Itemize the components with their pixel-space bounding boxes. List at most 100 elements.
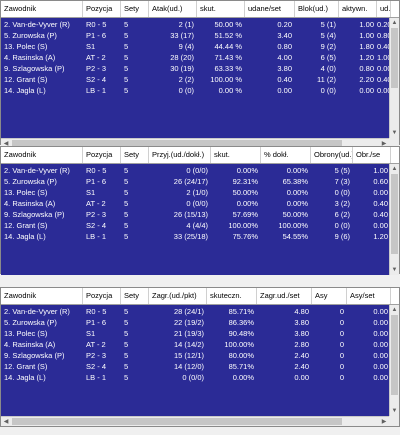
vertical-scroll-thumb[interactable]	[391, 174, 398, 254]
table-cell: 0.80	[377, 31, 391, 40]
table-cell: 7 (3)	[334, 177, 350, 186]
column-header-4[interactable]: skuteczn.	[207, 288, 257, 304]
table-row[interactable]: 9. Szlagowska (P) P2 - 3 5 30 (19) 63.33 % 3.…	[1, 63, 391, 74]
table-cell: 13. Polec (S)	[4, 42, 48, 51]
table-row[interactable]: 14. Jagla (L) LB - 1 5 0 (0) 0.00 % 0.00 0 (0)…	[1, 85, 391, 96]
table-cell: 5	[124, 362, 129, 371]
table-row[interactable]: 14. Jagla (L) LB - 1 5 0 (0/0) 0.00% 0.00 0 0.0…	[1, 372, 391, 383]
table-cell: 5	[124, 86, 129, 95]
table-row[interactable]: 4. Rasinska (A) AT - 2 5 14 (14/2) 100.00% 2.…	[1, 339, 391, 350]
table-row[interactable]: 5. Zurowska (P) P1 - 6 5 22 (19/2) 86.36% 3.8…	[1, 317, 391, 328]
scroll-left-arrow-icon[interactable]: ◀	[3, 141, 9, 147]
table-row[interactable]: 12. Grant (S) S2 - 4 5 14 (12/0) 85.71% 2.40 0…	[1, 361, 391, 372]
table-cell: 0.00%	[286, 188, 308, 197]
scroll-up-arrow-icon[interactable]: ▲	[391, 166, 398, 172]
table-cell: 2. Van-de-Vyver (R)	[4, 307, 70, 316]
column-header-3[interactable]: Atak(ud.)	[149, 1, 197, 17]
column-header-4[interactable]: skut.	[197, 1, 245, 17]
table-cell: 0	[339, 340, 344, 349]
table-row[interactable]: 12. Grant (S) S2 - 4 5 2 (2) 100.00 % 0.40 11 …	[1, 74, 391, 85]
column-header-1[interactable]: Pozycja	[83, 288, 121, 304]
table-cell: 5	[124, 53, 129, 62]
column-header-3[interactable]: Zagr.(ud./pkt)	[149, 288, 207, 304]
table-row[interactable]: 9. Szlagowska (P) P2 - 3 5 15 (12/1) 80.00% 2…	[1, 350, 391, 361]
table-cell: 0.00	[373, 188, 388, 197]
scroll-right-arrow-icon[interactable]: ▶	[381, 141, 387, 147]
table-cell: 5 (1)	[320, 20, 336, 29]
table-cell: 92.31%	[232, 177, 258, 186]
table-cell: 1.00	[359, 31, 374, 40]
column-header-6[interactable]: Blok(ud.)	[295, 1, 339, 17]
scroll-down-arrow-icon[interactable]: ▼	[391, 408, 398, 414]
table-row[interactable]: 2. Van-de-Vyver (R) R0 - 5 5 0 (0/0) 0.00% 0.…	[1, 165, 391, 176]
horizontal-scrollbar[interactable]: ◀ ▶	[1, 138, 389, 148]
column-header-4[interactable]: skut.	[211, 147, 261, 163]
table-cell: P1 - 6	[86, 177, 107, 186]
column-header-3[interactable]: Przyj.(ud./dokł.)	[149, 147, 211, 163]
table-cell: 0.80	[359, 64, 374, 73]
table-cell: 4 (4/4)	[186, 221, 208, 230]
table-cell: P2 - 3	[86, 351, 107, 360]
vertical-scroll-thumb[interactable]	[391, 28, 398, 88]
column-header-2[interactable]: Sety	[121, 288, 149, 304]
column-header-0[interactable]: Zawodnik	[1, 1, 83, 17]
table-row[interactable]: 14. Jagla (L) LB - 1 5 33 (25/18) 75.76% 54.5…	[1, 231, 391, 242]
column-header-2[interactable]: Sety	[121, 1, 149, 17]
table-row[interactable]: 4. Rasinska (A) AT - 2 5 28 (20) 71.43 % 4.00…	[1, 52, 391, 63]
table-cell: 22 (19/2)	[173, 318, 204, 327]
column-header-2[interactable]: Sety	[121, 147, 149, 163]
column-header-7[interactable]: Obr./se	[353, 147, 391, 163]
column-header-6[interactable]: Asy	[312, 288, 347, 304]
table-row[interactable]: 4. Rasinska (A) AT - 2 5 0 (0/0) 0.00% 0.00% 3…	[1, 198, 391, 209]
column-header-6[interactable]: Obrony(ud.)	[311, 147, 353, 163]
table-row[interactable]: 2. Van-de-Vyver (R) R0 - 5 5 28 (24/1) 85.71…	[1, 306, 391, 317]
table-cell: 90.48%	[228, 329, 254, 338]
table-row[interactable]: 2. Van-de-Vyver (R) R0 - 5 5 2 (1) 50.00 % 0.…	[1, 19, 391, 30]
table-row[interactable]: 5. Zurowska (P) P1 - 6 5 26 (24/17) 92.31% 65…	[1, 176, 391, 187]
table-row[interactable]: 12. Grant (S) S2 - 4 5 4 (4/4) 100.00% 100.00…	[1, 220, 391, 231]
table-cell: 1.00	[359, 20, 374, 29]
column-header-5[interactable]: % dokł.	[261, 147, 311, 163]
table-cell: 0.00	[294, 373, 309, 382]
table-cell: 5	[124, 373, 129, 382]
vertical-scrollbar[interactable]: ▲ ▼	[389, 164, 399, 275]
horizontal-scrollbar[interactable]: ◀ ▶	[1, 416, 389, 426]
column-header-1[interactable]: Pozycja	[83, 1, 121, 17]
reception-defense-stats-table: Zawodnik Pozycja Sety Przyj.(ud./dokł.) skut…	[0, 146, 400, 275]
scroll-down-arrow-icon[interactable]: ▼	[391, 267, 398, 273]
column-header-8[interactable]: ud./se	[377, 1, 391, 17]
table-cell: 5. Zurowska (P)	[4, 31, 57, 40]
table-cell: 44.44 %	[214, 42, 242, 51]
table-cell: AT - 2	[86, 199, 106, 208]
table-cell: 4.80	[294, 307, 309, 316]
table-row[interactable]: 9. Szlagowska (P) P2 - 3 5 26 (15/13) 57.69%…	[1, 209, 391, 220]
scroll-up-arrow-icon[interactable]: ▲	[391, 307, 398, 313]
column-header-0[interactable]: Zawodnik	[1, 288, 83, 304]
horizontal-scroll-thumb[interactable]	[12, 418, 342, 425]
vertical-scroll-thumb[interactable]	[391, 315, 398, 395]
horizontal-scroll-thumb[interactable]	[12, 140, 342, 147]
column-header-7[interactable]: aktywn.	[339, 1, 377, 17]
table-cell: P1 - 6	[86, 31, 107, 40]
scroll-down-arrow-icon[interactable]: ▼	[391, 130, 398, 136]
column-header-5[interactable]: udane/set	[245, 1, 295, 17]
column-header-5[interactable]: Zagr.ud./set	[257, 288, 312, 304]
table-cell: 0	[339, 318, 344, 327]
table-row[interactable]: 5. Zurowska (P) P1 - 6 5 33 (17) 51.52 % 3.40…	[1, 30, 391, 41]
vertical-scrollbar[interactable]: ▲ ▼	[389, 18, 399, 138]
table-cell: 5	[124, 177, 129, 186]
table-cell: S2 - 4	[86, 362, 107, 371]
column-header-0[interactable]: Zawodnik	[1, 147, 83, 163]
scroll-right-arrow-icon[interactable]: ▶	[381, 419, 387, 425]
table-row[interactable]: 13. Polec (S) S1 5 9 (4) 44.44 % 0.80 9 (2) 1.8…	[1, 41, 391, 52]
table-row[interactable]: 13. Polec (S) S1 5 2 (1/0) 50.00% 0.00% 0 (0) 0…	[1, 187, 391, 198]
vertical-scrollbar[interactable]: ▲ ▼	[389, 305, 399, 416]
table-row[interactable]: 13. Polec (S) S1 5 21 (19/3) 90.48% 3.80 0 0.00	[1, 328, 391, 339]
column-header-7[interactable]: Asy/set	[347, 288, 391, 304]
scroll-left-arrow-icon[interactable]: ◀	[3, 419, 9, 425]
table-cell: 0.20	[377, 20, 391, 29]
scroll-up-arrow-icon[interactable]: ▲	[391, 20, 398, 26]
column-header-1[interactable]: Pozycja	[83, 147, 121, 163]
table-cell: 5	[124, 232, 129, 241]
table-cell: 3 (2)	[334, 199, 350, 208]
